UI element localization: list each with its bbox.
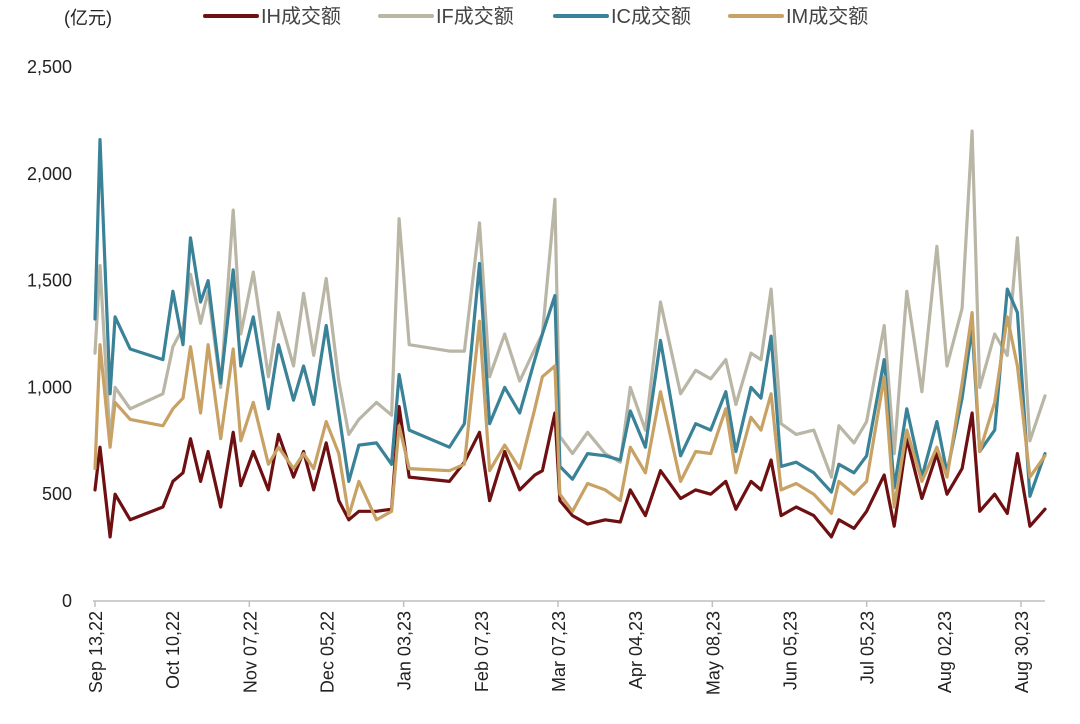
y-tick-label: 1,500 (27, 271, 72, 291)
x-tick-label: Aug 30,23 (1012, 611, 1032, 693)
series-line-IC成交额 (93, 138, 1047, 498)
y-tick-label: 2,500 (27, 57, 72, 77)
y-axis-unit-label: (亿元) (64, 8, 112, 28)
y-tick-label: 1,000 (27, 377, 72, 397)
x-tick-label: Nov 07,22 (240, 611, 260, 693)
legend-label: IH成交额 (261, 5, 341, 28)
y-tick-label: 0 (62, 591, 72, 611)
x-tick-label: Dec 05,22 (318, 611, 338, 693)
x-tick-label: Aug 02,23 (935, 611, 955, 693)
series-layer (93, 129, 1047, 539)
series-line-IF成交额 (93, 129, 1047, 479)
x-tick-label: Feb 07,23 (472, 611, 492, 692)
legend-label: IM成交额 (786, 5, 868, 28)
legend-label: IF成交额 (436, 5, 514, 28)
x-axis: Sep 13,22 Oct 10,22 Nov 07,22 Dec 05,22 Jan … (86, 601, 1032, 695)
y-axis: 0 500 1,000 1,500 2,000 2,500 (27, 57, 72, 611)
legend: IH成交额 IF成交额 IC成交额 IM成交额 (203, 5, 868, 28)
legend-label: IC成交额 (611, 5, 691, 28)
series-line-IM成交额 (93, 311, 1047, 522)
x-tick-label: Jul 05,23 (858, 611, 878, 684)
x-tick-label: Mar 07,23 (549, 611, 569, 692)
x-tick-label: Oct 10,22 (163, 611, 183, 689)
x-tick-label: Jun 05,23 (781, 611, 801, 690)
x-tick-label: Sep 13,22 (86, 611, 106, 693)
x-tick-label: Jan 03,23 (395, 611, 415, 690)
x-tick-label: Apr 04,23 (626, 611, 646, 689)
x-tick-label: May 08,23 (703, 611, 723, 695)
y-tick-label: 500 (42, 484, 72, 504)
y-tick-label: 2,000 (27, 164, 72, 184)
